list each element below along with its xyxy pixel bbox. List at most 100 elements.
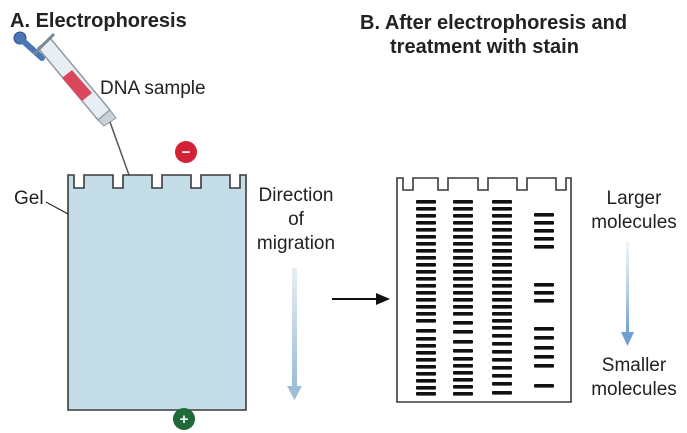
gel-band	[492, 342, 512, 346]
gel-band	[453, 242, 473, 246]
negative-electrode-icon: −	[175, 141, 197, 163]
gel-band	[534, 299, 554, 303]
negative-sign: −	[182, 144, 191, 161]
gel-band	[453, 221, 473, 225]
gel-band	[453, 228, 473, 232]
gel-band	[416, 386, 436, 390]
larger-line1: Larger	[606, 188, 662, 209]
gel-band	[416, 351, 436, 355]
gel-band	[453, 214, 473, 218]
gel-band	[416, 312, 436, 316]
positive-electrode-icon: +	[173, 408, 195, 430]
gel-band	[453, 235, 473, 239]
gel-label-leader	[45, 201, 69, 215]
migration-arrow-icon	[287, 268, 302, 400]
gel-band	[492, 319, 512, 323]
gel-band	[534, 355, 554, 359]
migration-line3: migration	[256, 233, 336, 254]
gel-band	[492, 214, 512, 218]
smaller-line1: Smaller	[601, 355, 667, 376]
gel-band	[534, 336, 554, 340]
gel-band	[492, 326, 512, 330]
gel-band	[416, 235, 436, 239]
gel-band	[453, 256, 473, 260]
gel-band	[416, 372, 436, 376]
smaller-molecules-label: Smaller molecules	[584, 354, 684, 402]
gel-band	[416, 329, 436, 333]
gel-band	[492, 263, 512, 267]
gel-band	[534, 283, 554, 287]
gel-band	[416, 277, 436, 281]
positive-sign: +	[180, 411, 189, 428]
gel-band	[534, 213, 554, 217]
gel-band	[492, 291, 512, 295]
gel-band	[492, 207, 512, 211]
gel-band	[416, 214, 436, 218]
gel-band	[416, 256, 436, 260]
gel-band	[416, 379, 436, 383]
gel-band	[534, 291, 554, 295]
panel-b-letter: B.	[360, 12, 380, 34]
panel-b-title-line2: treatment with stain	[390, 36, 579, 58]
gel-band	[453, 364, 473, 368]
gel-band	[416, 291, 436, 295]
gel-band	[492, 221, 512, 225]
gel-band	[416, 365, 436, 369]
gel-band	[416, 263, 436, 267]
gel-band	[492, 298, 512, 302]
gel-band	[492, 249, 512, 253]
gel-band	[534, 327, 554, 331]
gel-band	[453, 378, 473, 382]
gel-band	[453, 340, 473, 344]
gel-band	[492, 334, 512, 338]
transition-arrow-icon	[332, 293, 390, 305]
gel-band	[453, 392, 473, 396]
gel-band	[453, 249, 473, 253]
gel-band	[492, 305, 512, 309]
gel-band	[416, 242, 436, 246]
gel-a	[67, 174, 247, 411]
gel-band	[416, 337, 436, 341]
gel-label: Gel	[14, 188, 44, 209]
smaller-line2: molecules	[591, 379, 677, 400]
gel-band	[416, 298, 436, 302]
gel-band	[492, 270, 512, 274]
gel-band	[453, 298, 473, 302]
gel-band	[416, 207, 436, 211]
gel-band	[534, 364, 554, 368]
gel-band	[453, 200, 473, 204]
larger-molecules-label: Larger molecules	[584, 187, 684, 235]
gel-bands	[416, 200, 554, 396]
gel-band	[492, 277, 512, 281]
gel-band	[453, 277, 473, 281]
gel-band	[416, 284, 436, 288]
gel-band	[492, 366, 512, 370]
gel-band	[416, 200, 436, 204]
migration-line2: of	[288, 209, 304, 230]
gel-band	[416, 270, 436, 274]
panel-b-title: B. After electrophoresis and treatment w…	[360, 11, 627, 59]
gel-band	[534, 384, 554, 388]
gel-band	[492, 374, 512, 378]
gel-band	[416, 221, 436, 225]
gel-band	[492, 358, 512, 362]
gel-band	[416, 358, 436, 362]
gel-band	[453, 385, 473, 389]
gel-band	[453, 291, 473, 295]
gel-band	[416, 305, 436, 309]
gel-band	[492, 256, 512, 260]
migration-line1: Direction	[258, 185, 334, 206]
gel-band	[492, 284, 512, 288]
gel-band	[534, 221, 554, 225]
gel-band	[416, 392, 436, 396]
gel-band	[534, 237, 554, 241]
panel-b-title-line1: After electrophoresis and	[384, 12, 628, 34]
gel-band	[453, 349, 473, 353]
panel-a-title-text: Electrophoresis	[35, 10, 187, 32]
gel-band	[534, 346, 554, 350]
dna-sample-label: DNA sample	[100, 78, 206, 99]
gel-band	[416, 228, 436, 232]
gel-band	[453, 284, 473, 288]
gel-band	[453, 330, 473, 334]
